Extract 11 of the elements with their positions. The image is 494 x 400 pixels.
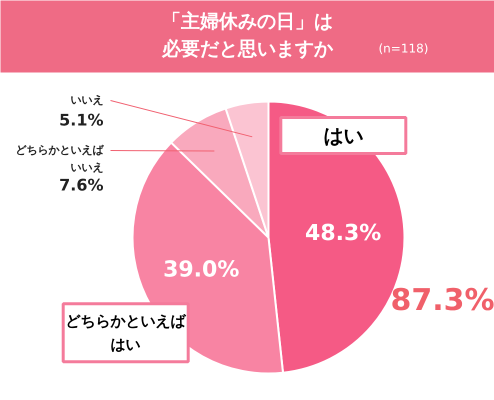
chart-title: 「主婦休みの日」は必要だと思いますか [161, 10, 334, 60]
text: 87.3% [390, 283, 494, 318]
chart-subtitle: (n=118) [378, 42, 428, 56]
data-label: 39.0% [163, 258, 240, 283]
slice-label: いいえ [70, 94, 104, 106]
data-label: 48.3% [305, 221, 382, 246]
slice-label: はい [323, 124, 364, 148]
data-label: 7.6% [59, 176, 104, 194]
slice-label: どちらかといえばはい [66, 312, 187, 354]
slice-label: どちらかといえばいいえ [16, 144, 104, 174]
data-label: 5.1% [59, 110, 104, 130]
